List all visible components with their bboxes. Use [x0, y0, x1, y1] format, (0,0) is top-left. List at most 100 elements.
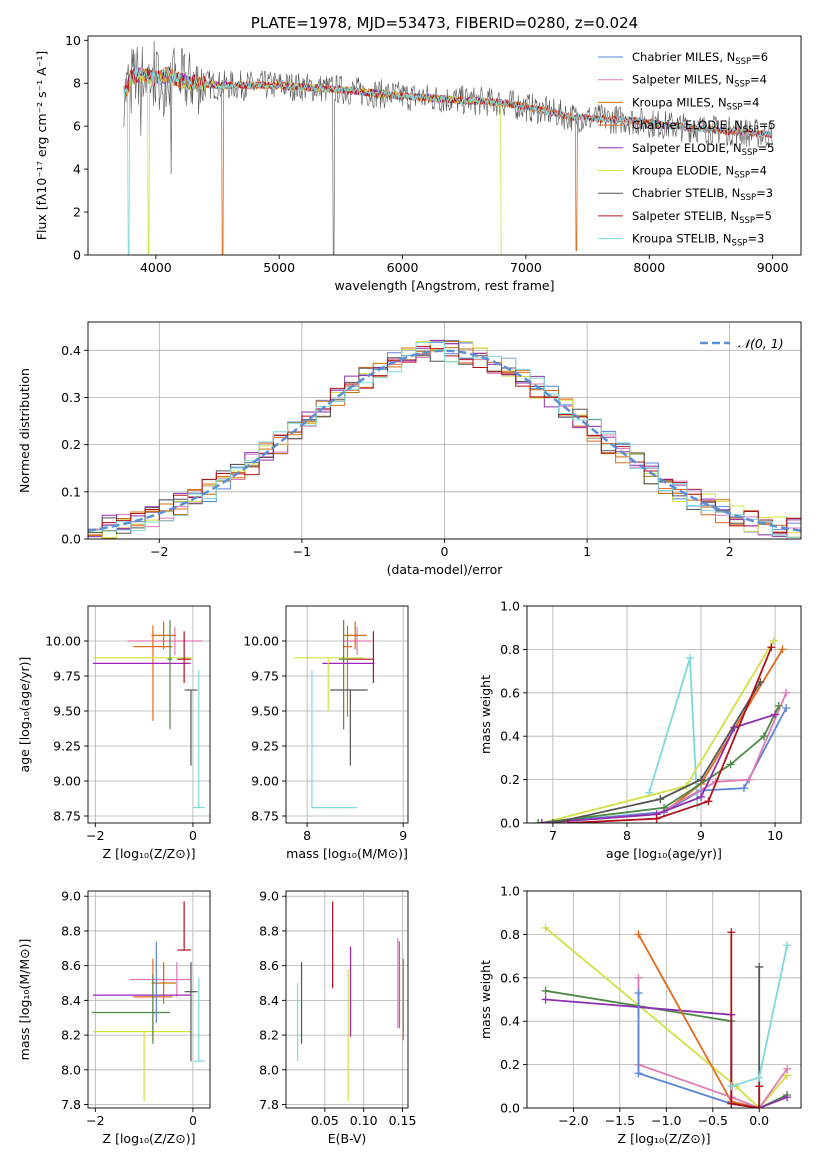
y-tick-label: 7.8	[61, 1097, 81, 1112]
weight-marker	[727, 1082, 736, 1091]
y-axis-label: age [log₁₀(age/yr)]	[17, 657, 32, 773]
y-tick-label: 2	[73, 205, 81, 220]
y-tick-label: 9.0	[259, 889, 279, 904]
error-point	[192, 670, 205, 809]
y-tick-label: 9.25	[251, 739, 279, 754]
panel-residuals: −2 −1 0 1 2 0.0 0.1 0.2 0.3 0.4 (data-model)/error…	[17, 321, 802, 577]
spectrum-series-line	[123, 40, 773, 255]
x-tick-label: 10	[767, 828, 783, 843]
weight-marker	[685, 654, 694, 663]
normal-curve	[88, 349, 801, 532]
x-tick-label: −2	[86, 1113, 104, 1128]
y-tick-label: 9.0	[61, 889, 81, 904]
error-point	[91, 974, 170, 1044]
x-tick-label: 9	[697, 828, 705, 843]
weight-series-line	[541, 692, 788, 823]
y-tick-label: 8.2	[61, 1028, 81, 1043]
plot-area	[297, 901, 404, 1102]
plot-area	[541, 923, 792, 1108]
legend-label: Kroupa STELIB, NSSP=3	[632, 232, 764, 249]
y-tick-label: 0.8	[500, 927, 520, 942]
y-tick-label: 4	[73, 162, 81, 177]
x-tick-label: −2	[150, 544, 168, 559]
legend-label: Chabrier STELIB, NSSP=3	[632, 186, 773, 203]
weight-marker	[774, 701, 783, 710]
error-point	[151, 621, 176, 650]
weight-marker	[563, 819, 572, 823]
y-axis-label: mass [log₁₀(M/M⊙)]	[17, 939, 32, 1061]
x-axis-label: Z [log₁₀(Z/Z⊙)]	[103, 1131, 196, 1146]
weight-marker	[759, 732, 768, 741]
x-axis-label: Z [log₁₀(Z/Z⊙)]	[618, 1131, 711, 1146]
weight-marker	[755, 1082, 764, 1091]
weight-series-line	[730, 932, 761, 1108]
legend-label: Kroupa MILES, NSSP=4	[632, 95, 759, 112]
panel-mass_vs_Z: −2 0 7.8 8.0 8.2 8.4 8.6 8.8 9.0 Z [log₁₀(Z/Z⊙)] m…	[17, 889, 211, 1146]
y-tick-label: 0.4	[500, 1014, 520, 1029]
x-tick-label: 5000	[263, 260, 295, 275]
x-tick-label: 6000	[387, 260, 419, 275]
error-point	[311, 670, 358, 809]
legend-label: 𝒩(0, 1)	[738, 336, 784, 351]
y-tick-label: 9.25	[53, 739, 81, 754]
x-tick-label: −1.5	[605, 1113, 635, 1128]
y-tick-label: 0.8	[500, 642, 520, 657]
x-axis-label: Z [log₁₀(Z/Z⊙)]	[103, 846, 196, 861]
axes-frame	[87, 605, 211, 824]
weight-marker	[541, 923, 550, 932]
y-tick-label: 0.6	[500, 970, 520, 985]
error-point	[330, 689, 368, 766]
weight-series-line	[538, 707, 787, 823]
weight-marker	[541, 986, 550, 995]
y-tick-label: 10	[65, 33, 81, 48]
legend-label: Salpeter STELIB, NSSP=5	[632, 209, 772, 226]
y-tick-label: 8.0	[259, 1062, 279, 1077]
weight-marker	[783, 1093, 792, 1102]
x-tick-label: 4000	[140, 260, 172, 275]
panel-spectrum: 4000 5000 6000 7000 8000 9000 0 2 4 6 8 10 wavelengt…	[34, 33, 802, 293]
error-point	[192, 977, 205, 1062]
y-tick-label: 0.0	[500, 1101, 520, 1116]
y-tick-label: 0.0	[61, 532, 81, 547]
error-point	[133, 625, 173, 721]
error-point	[92, 1031, 191, 1102]
x-tick-label: 9	[399, 828, 407, 843]
weight-marker	[697, 775, 706, 784]
weight-marker	[767, 643, 776, 652]
y-tick-label: 8.4	[259, 993, 279, 1008]
y-tick-label: 9.50	[251, 704, 279, 719]
x-tick-label: 0	[189, 828, 197, 843]
x-tick-label: −2	[86, 828, 104, 843]
panel-weight_vs_Z: −2.0 −1.5 −1.0 −0.5 0.0 0.0 0.2 0.4 0.6 0.8 1.0 Z […	[478, 884, 802, 1146]
y-tick-label: 1.0	[500, 884, 520, 899]
plot-area	[91, 901, 205, 1102]
weight-marker	[727, 928, 736, 937]
y-tick-label: 8.2	[259, 1028, 279, 1043]
x-tick-label: −2.0	[558, 1113, 588, 1128]
y-tick-label: 0.2	[500, 772, 520, 787]
x-tick-label: 7	[549, 828, 557, 843]
weight-marker	[634, 1069, 643, 1078]
y-tick-label: 6	[73, 119, 81, 134]
y-tick-label: 9.75	[251, 669, 279, 684]
x-axis-label: E(B-V)	[328, 1131, 367, 1146]
y-tick-label: 9.50	[53, 704, 81, 719]
x-tick-label: −1	[293, 544, 311, 559]
plot-area	[534, 636, 791, 823]
plot-area	[88, 339, 801, 539]
x-tick-label: 2	[726, 544, 734, 559]
weight-marker	[739, 784, 748, 793]
x-tick-label: 0.15	[389, 1113, 417, 1128]
weight-marker	[652, 814, 661, 823]
weight-marker	[755, 1073, 764, 1082]
weight-marker	[782, 688, 791, 697]
x-tick-label: 8	[623, 828, 631, 843]
plot-area	[293, 620, 375, 809]
error-point	[338, 620, 349, 730]
weight-marker	[745, 775, 754, 784]
panel-weight_vs_age: 7 8 9 10 0.0 0.2 0.4 0.6 0.8 1.0 age [log₁₀(age/yr…	[478, 599, 802, 861]
weight-marker	[783, 1064, 792, 1073]
x-tick-label: 1	[583, 544, 591, 559]
x-tick-label: 9000	[757, 260, 789, 275]
